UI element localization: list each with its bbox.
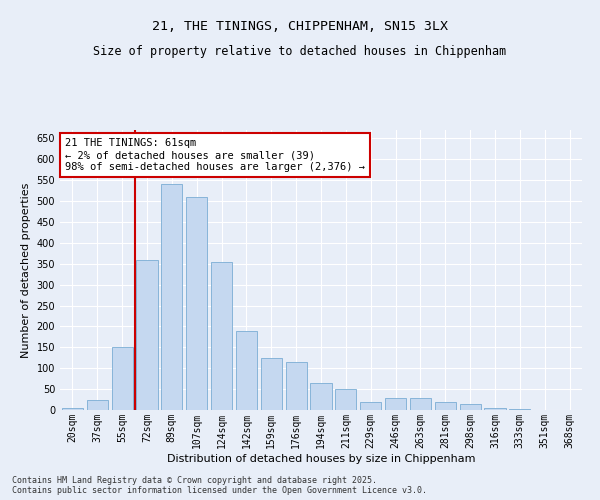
Bar — [112, 348, 133, 410]
Bar — [87, 400, 108, 410]
Bar — [509, 409, 530, 410]
Bar — [460, 404, 481, 410]
Bar — [261, 358, 282, 410]
Text: 21 THE TININGS: 61sqm
← 2% of detached houses are smaller (39)
98% of semi-detac: 21 THE TININGS: 61sqm ← 2% of detached h… — [65, 138, 365, 172]
Bar — [211, 262, 232, 410]
Bar — [410, 398, 431, 410]
Bar — [186, 197, 207, 410]
Bar — [236, 330, 257, 410]
Bar — [286, 362, 307, 410]
Bar — [435, 402, 456, 410]
Bar — [385, 398, 406, 410]
Bar — [484, 408, 506, 410]
Bar — [136, 260, 158, 410]
Text: 21, THE TININGS, CHIPPENHAM, SN15 3LX: 21, THE TININGS, CHIPPENHAM, SN15 3LX — [152, 20, 448, 33]
Text: Contains HM Land Registry data © Crown copyright and database right 2025.
Contai: Contains HM Land Registry data © Crown c… — [12, 476, 427, 495]
Bar — [335, 389, 356, 410]
Bar — [310, 383, 332, 410]
Text: Size of property relative to detached houses in Chippenham: Size of property relative to detached ho… — [94, 45, 506, 58]
Bar — [161, 184, 182, 410]
Bar — [360, 402, 381, 410]
Bar — [62, 408, 83, 410]
X-axis label: Distribution of detached houses by size in Chippenham: Distribution of detached houses by size … — [167, 454, 475, 464]
Y-axis label: Number of detached properties: Number of detached properties — [21, 182, 31, 358]
